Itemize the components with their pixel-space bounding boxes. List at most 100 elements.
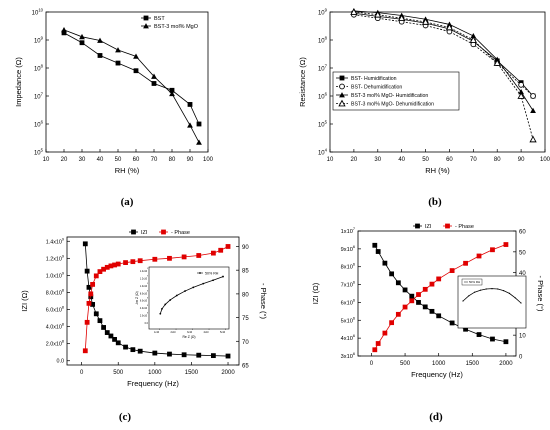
inset-point xyxy=(169,299,172,301)
data-point xyxy=(436,276,442,282)
data-point xyxy=(84,319,90,325)
inset-x-tick-label: 2x108 xyxy=(170,329,176,334)
inset-legend-box xyxy=(461,278,483,286)
y-tick-label: 7x106 xyxy=(341,280,355,289)
data-point xyxy=(503,339,509,345)
data-point xyxy=(518,82,524,88)
plot-frame xyxy=(45,11,209,153)
data-point xyxy=(382,260,388,266)
data-point xyxy=(133,68,139,74)
legend-marker xyxy=(338,99,346,107)
inset-y-tick-label: 0.0 xyxy=(145,322,149,325)
inset-point xyxy=(175,294,178,297)
x-tick-label: 10 xyxy=(327,157,334,163)
legend-marker xyxy=(143,23,149,29)
inset-legend-label: 50% RH xyxy=(205,271,219,275)
data-point xyxy=(88,291,94,297)
legend-marker xyxy=(131,229,136,235)
y-tick-label: 1.0x109 xyxy=(46,271,64,279)
x-axis-label: RH (%) xyxy=(425,166,450,175)
y-tick-label: 0.0 xyxy=(57,359,65,365)
data-point xyxy=(490,247,495,253)
data-point xyxy=(389,320,395,326)
data-point xyxy=(169,87,175,93)
x-tick-label: 500 xyxy=(400,361,411,367)
inset-legend-label: 50% RH xyxy=(469,280,480,284)
data-point xyxy=(409,293,415,299)
y-tick-label: 1010 xyxy=(32,8,44,17)
panel-d: 0 500 1000 1500 20003x1064x1065x1066x1067x10… xyxy=(311,223,545,379)
data-point xyxy=(137,348,143,354)
data-point xyxy=(490,336,495,342)
y-tick-label: 106 xyxy=(318,92,328,101)
data-point xyxy=(517,92,525,99)
data-point xyxy=(529,135,537,143)
inset-point xyxy=(192,286,195,289)
data-point xyxy=(181,254,187,260)
data-point xyxy=(416,292,421,297)
data-point xyxy=(382,330,388,336)
x-tick-label: 2000 xyxy=(499,361,513,367)
panel-a: 10 20 30 40 50 60 70 80 90 100 105 106 107 108 109 1010… xyxy=(14,8,214,176)
legend-label: BST- Dehumidification xyxy=(351,85,402,91)
x-tick-label: 20 xyxy=(351,157,358,163)
panel-c: 0 500 1000 1500 2000 0.0 2.0x108 4.0x108 6.0x108… xyxy=(20,229,268,388)
data-point xyxy=(152,256,158,262)
y-tick-label: 108 xyxy=(34,64,44,73)
data-point xyxy=(97,37,103,43)
y2-tick-label: 40 xyxy=(519,271,526,277)
inset-point xyxy=(474,291,476,293)
data-point xyxy=(88,294,94,300)
data-point xyxy=(133,53,139,59)
y2-tick-label: 80 xyxy=(242,292,249,298)
series-IZI xyxy=(82,241,231,359)
data-point xyxy=(429,308,435,314)
data-point xyxy=(445,23,454,31)
legend-box xyxy=(332,71,460,111)
data-point xyxy=(86,300,92,306)
inset-y-tick-label: 2.0x108 xyxy=(140,313,148,318)
x-tick-label: 0 xyxy=(80,370,84,376)
x-tick-label: 30 xyxy=(79,157,86,163)
x-tick-label: 90 xyxy=(187,157,194,163)
data-point xyxy=(416,300,421,305)
data-point xyxy=(152,350,158,356)
y-tick-label: 108 xyxy=(318,36,328,45)
data-point xyxy=(104,264,110,270)
y-tick-label: 1x107 xyxy=(341,226,355,235)
inset-x-tick-label: 5x108 xyxy=(220,329,226,334)
data-point xyxy=(97,53,103,58)
data-point xyxy=(470,33,477,39)
data-point xyxy=(530,107,536,114)
inset-x-tick-label: 3x108 xyxy=(187,329,193,334)
data-point xyxy=(187,102,193,107)
y-tick-label: 5x106 xyxy=(341,315,355,324)
y-tick-label: 107 xyxy=(34,92,44,101)
inset-point xyxy=(212,279,215,282)
x-tick-label: 500 xyxy=(113,370,124,376)
data-point xyxy=(422,286,428,292)
series-- Phase xyxy=(372,242,509,353)
legend-marker xyxy=(339,92,345,98)
data-point xyxy=(409,298,415,304)
x-tick-label: 90 xyxy=(518,157,525,163)
data-point xyxy=(130,259,136,265)
y2-tick-label: 65 xyxy=(242,364,249,370)
x-tick-label: 2000 xyxy=(221,370,235,376)
y2-tick-label: 90 xyxy=(242,245,249,251)
y2-tick-label: 85 xyxy=(242,269,249,275)
x-tick-label: 1000 xyxy=(432,361,446,367)
series-line xyxy=(353,14,534,97)
data-point xyxy=(115,47,121,53)
legend-label: BST xyxy=(154,16,165,22)
inset-point xyxy=(491,288,493,290)
data-point xyxy=(449,320,455,326)
legend-label: IZI xyxy=(425,224,432,230)
x-tick-label: 70 xyxy=(470,157,477,163)
data-point xyxy=(375,249,381,254)
data-point xyxy=(79,40,85,46)
data-point xyxy=(395,280,401,286)
inset-x-tick-label: 4x108 xyxy=(203,329,209,334)
inset-x-axis-label: Re Z (Ω) xyxy=(182,335,195,339)
data-point xyxy=(97,269,103,275)
